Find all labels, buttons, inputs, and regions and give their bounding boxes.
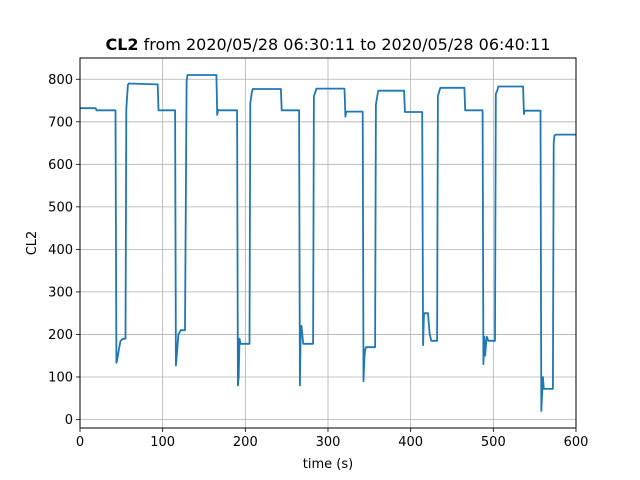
y-tick-label: 700 xyxy=(48,115,73,130)
y-axis-label: CL2 xyxy=(25,231,40,256)
series-layer xyxy=(80,74,576,412)
y-tick-label: 800 xyxy=(48,73,73,88)
x-tick-label: 400 xyxy=(398,435,423,450)
x-tick-label: 600 xyxy=(564,435,589,450)
y-tick-label: 300 xyxy=(48,285,73,300)
x-tick-label: 500 xyxy=(481,435,506,450)
x-tick-label: 300 xyxy=(316,435,341,450)
y-tick-label: 0 xyxy=(65,413,73,428)
x-axis-label: time (s) xyxy=(303,457,353,472)
x-axis-ticks: 0 100 200 300 400 500 600 xyxy=(76,428,589,450)
y-tick-label: 400 xyxy=(48,243,73,258)
y-tick-label: 100 xyxy=(48,370,73,385)
x-tick-label: 200 xyxy=(233,435,258,450)
chart-title: CL2 from 2020/05/28 06:30:11 to 2020/05/… xyxy=(105,35,550,54)
y-tick-label: 600 xyxy=(48,158,73,173)
series-line xyxy=(80,74,576,412)
y-tick-label: 500 xyxy=(48,200,73,215)
x-tick-label: 0 xyxy=(76,435,84,450)
chart-title-rest: from 2020/05/28 06:30:11 to 2020/05/28 0… xyxy=(139,35,551,54)
gridlines xyxy=(79,58,577,428)
y-axis-ticks: 0 100 200 300 400 500 600 700 800 xyxy=(48,73,80,428)
x-tick-label: 100 xyxy=(150,435,175,450)
chart-title-bold: CL2 xyxy=(105,35,138,54)
y-tick-label: 200 xyxy=(48,328,73,343)
